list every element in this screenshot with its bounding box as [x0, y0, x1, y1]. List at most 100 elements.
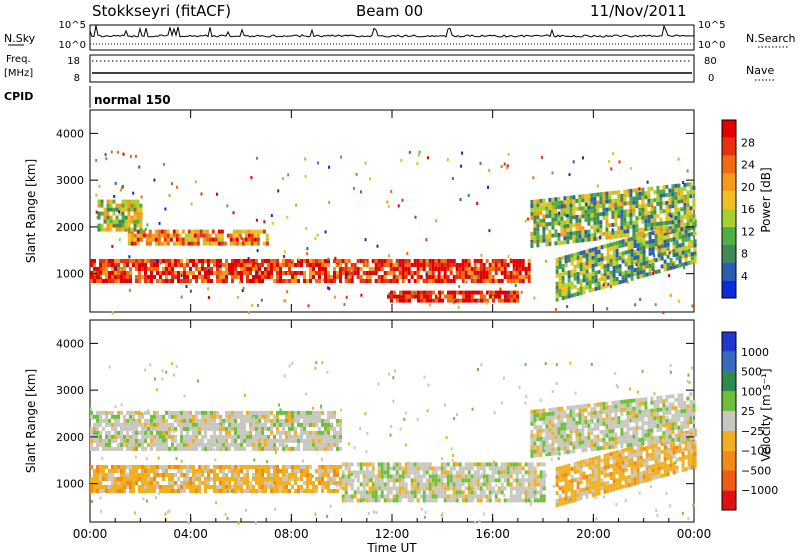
power-cell: [618, 268, 622, 273]
velocity-cell: [644, 409, 648, 414]
velocity-cell: [180, 414, 183, 419]
velocity-cell: [515, 466, 519, 471]
power-cell: [390, 290, 393, 295]
power-cell: [133, 207, 137, 212]
velocity-cell: [581, 416, 585, 421]
velocity-cell: [150, 469, 153, 473]
power-cell: [440, 267, 444, 271]
velocity-cell: [93, 481, 96, 485]
velocity-cell: [150, 446, 153, 451]
velocity-cell: [503, 478, 507, 483]
velocity-cell: [171, 465, 174, 469]
power-cell: [133, 211, 137, 216]
power-cell: [527, 279, 531, 283]
velocity-cell: [626, 431, 630, 436]
velocity-cell: [165, 410, 168, 415]
power-cell: [563, 228, 567, 233]
velocity-cell: [341, 486, 345, 491]
velocity-cell: [690, 457, 694, 462]
nsky-label: N.Sky: [4, 32, 36, 45]
velocity-cell: [446, 486, 450, 491]
power-cell: [395, 275, 399, 279]
power-cell: [297, 279, 300, 283]
power-cell: [458, 263, 462, 267]
power-cell: [608, 231, 612, 236]
velocity-cell: [258, 418, 261, 423]
power-cell: [452, 263, 456, 267]
power-cell: [449, 279, 453, 283]
power-cell: [507, 298, 510, 303]
velocity-cell: [636, 448, 640, 453]
power-noise: [238, 281, 241, 285]
power-cell: [465, 290, 468, 295]
velocity-cell: [521, 474, 525, 479]
power-cell: [518, 267, 522, 271]
velocity-cell: [383, 474, 387, 479]
velocity-cell: [246, 442, 249, 447]
power-cell: [585, 265, 589, 270]
velocity-cell: [576, 489, 580, 494]
velocity-cell: [576, 477, 580, 482]
velocity-cell: [638, 425, 642, 430]
power-cell: [678, 247, 682, 252]
date-title: 11/Nov/2011: [590, 2, 687, 20]
velocity-cell: [264, 422, 267, 427]
velocity-cell: [626, 403, 630, 408]
velocity-cell: [575, 404, 579, 409]
power-cell: [512, 275, 516, 279]
velocity-cell: [234, 422, 237, 427]
velocity-cell: [479, 462, 483, 467]
velocity-cell: [555, 503, 559, 507]
power-cell: [605, 231, 609, 236]
velocity-cell: [312, 434, 315, 439]
velocity-cell: [545, 428, 549, 433]
power-cell: [614, 214, 618, 219]
velocity-cell: [624, 463, 628, 468]
velocity-cell: [452, 478, 456, 483]
velocity-cell: [123, 489, 126, 493]
velocity-cell: [542, 420, 546, 425]
power-cell: [93, 267, 96, 271]
power-cell: [626, 201, 630, 206]
velocity-cell: [693, 444, 697, 449]
velocity-cell: [587, 427, 591, 432]
power-cell: [513, 294, 516, 299]
velocity-cell: [216, 442, 219, 447]
velocity-cell: [575, 440, 579, 445]
power-noise: [270, 214, 273, 218]
power-cell: [663, 259, 667, 264]
power-cell: [651, 231, 655, 235]
velocity-cell: [261, 434, 264, 439]
power-cell: [100, 211, 104, 216]
velocity-cell: [596, 410, 600, 415]
velocity-cell: [386, 490, 390, 495]
mhz-label: [MHz]: [4, 68, 33, 79]
velocity-cell: [572, 421, 576, 426]
velocity-cell: [135, 473, 138, 477]
velocity-cell: [165, 485, 168, 489]
velocity-cell: [597, 491, 601, 496]
power-cell: [414, 294, 417, 299]
velocity-cell: [168, 489, 171, 493]
velocity-cell: [612, 451, 616, 456]
power-cell: [554, 201, 558, 206]
velocity-cell: [318, 418, 321, 423]
velocity-cell: [183, 434, 186, 439]
velocity-cell: [431, 470, 435, 475]
velocity-cell: [252, 489, 255, 493]
velocity-cell: [350, 494, 354, 499]
velocity-cell: [153, 481, 156, 485]
power-cell: [620, 193, 624, 198]
velocity-cell: [407, 490, 411, 495]
power-cell: [139, 211, 143, 216]
velocity-cell: [536, 409, 540, 414]
velocity-cell: [324, 434, 327, 439]
power-cell: [443, 263, 447, 267]
velocity-cell: [614, 416, 618, 421]
power-cell: [687, 248, 691, 253]
power-cell: [171, 259, 174, 263]
power-cell: [570, 253, 574, 258]
power-cell: [488, 275, 492, 279]
power-cell: [109, 215, 113, 220]
velocity-cell: [675, 465, 679, 470]
